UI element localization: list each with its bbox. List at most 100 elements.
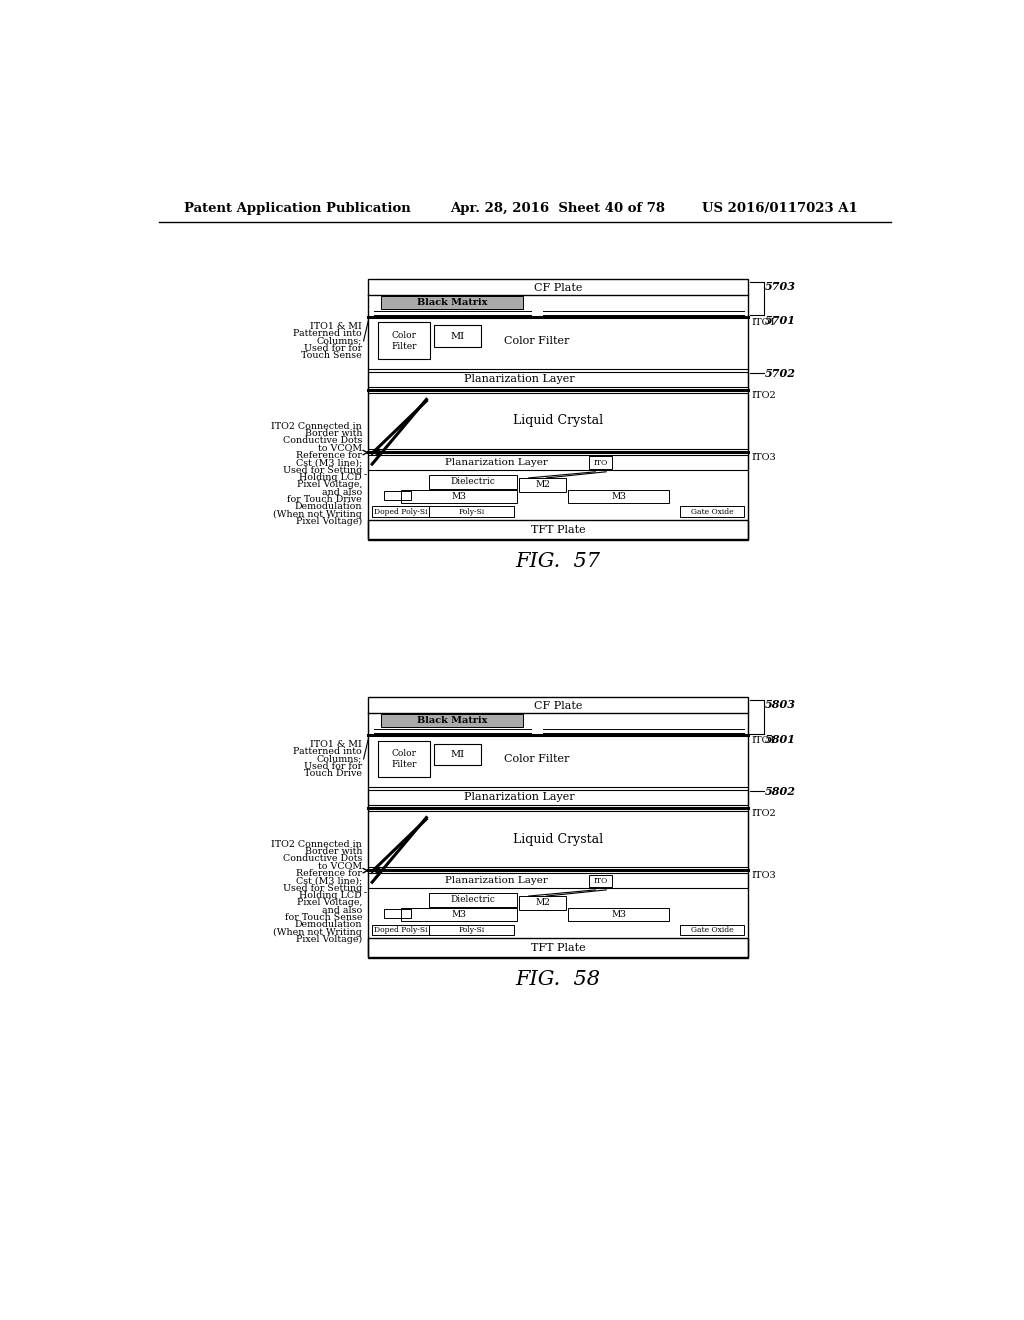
Text: M2: M2 <box>536 899 550 907</box>
Text: ITO2: ITO2 <box>751 391 776 400</box>
Text: ITO3: ITO3 <box>751 453 776 462</box>
Bar <box>400 908 517 921</box>
Text: CF Plate: CF Plate <box>534 701 583 711</box>
Text: FIG.  58: FIG. 58 <box>516 970 601 990</box>
Text: Color Filter: Color Filter <box>504 335 569 346</box>
Text: ITO2 Connected in: ITO2 Connected in <box>271 840 362 849</box>
Text: Cst (M3 line);: Cst (M3 line); <box>296 876 362 886</box>
Text: Demodulation: Demodulation <box>295 920 362 929</box>
Text: Planarization Layer: Planarization Layer <box>464 792 574 803</box>
Text: Used for for: Used for for <box>304 343 362 352</box>
Text: Demodulation: Demodulation <box>295 502 362 511</box>
Text: M2: M2 <box>536 480 550 490</box>
Text: Dielectric: Dielectric <box>451 478 496 486</box>
Bar <box>680 507 744 517</box>
Bar <box>384 909 411 919</box>
Text: Used for for: Used for for <box>304 762 362 771</box>
Bar <box>369 393 748 449</box>
Text: Used for Setting: Used for Setting <box>283 883 362 892</box>
Text: Pixel Voltage,: Pixel Voltage, <box>297 480 362 490</box>
Text: TFT Plate: TFT Plate <box>530 942 586 953</box>
Text: Doped Poly-Si: Doped Poly-Si <box>374 508 427 516</box>
Text: Liquid Crystal: Liquid Crystal <box>513 414 603 428</box>
Text: Pixel Voltage): Pixel Voltage) <box>296 516 362 525</box>
Text: to VCOM: to VCOM <box>317 444 362 453</box>
Bar <box>429 924 514 936</box>
Text: Cst (M3 line);: Cst (M3 line); <box>296 458 362 467</box>
Bar <box>568 490 669 503</box>
Text: Holding LCD: Holding LCD <box>299 891 362 900</box>
Text: TFT Plate: TFT Plate <box>530 524 586 535</box>
Bar <box>429 507 514 517</box>
Text: 5702: 5702 <box>765 368 796 379</box>
Text: MI: MI <box>451 331 465 341</box>
Text: Conductive Dots: Conductive Dots <box>283 854 362 863</box>
Bar <box>369 455 748 470</box>
Text: Gate Oxide: Gate Oxide <box>690 508 733 516</box>
Bar <box>680 924 744 936</box>
Bar <box>400 490 517 503</box>
Text: for Touch Sense: for Touch Sense <box>285 913 362 921</box>
Text: Color
Filter: Color Filter <box>391 331 417 351</box>
Text: Touch Sense: Touch Sense <box>301 351 362 360</box>
Text: for Touch Drive: for Touch Drive <box>288 495 362 504</box>
Bar <box>369 372 748 387</box>
Text: ITO3: ITO3 <box>751 871 776 879</box>
Text: Pixel Voltage,: Pixel Voltage, <box>297 899 362 907</box>
Text: ITO1 & MI: ITO1 & MI <box>310 741 362 748</box>
Text: M3: M3 <box>611 492 626 500</box>
Bar <box>372 507 429 517</box>
Text: Holding LCD: Holding LCD <box>299 473 362 482</box>
Text: Planarization Layer: Planarization Layer <box>464 375 574 384</box>
Bar <box>369 280 748 540</box>
Text: Gate Oxide: Gate Oxide <box>690 925 733 935</box>
Bar <box>568 908 669 921</box>
Bar <box>519 896 566 909</box>
Text: (When not Writing: (When not Writing <box>273 928 362 937</box>
Text: Planarization Layer: Planarization Layer <box>444 458 548 467</box>
Bar <box>369 812 748 867</box>
Text: Patent Application Publication: Patent Application Publication <box>183 202 411 215</box>
Text: 5802: 5802 <box>765 785 796 797</box>
Text: Reference for: Reference for <box>296 451 362 459</box>
Bar <box>434 326 480 347</box>
Text: Black Matrix: Black Matrix <box>417 298 487 306</box>
Bar <box>429 475 517 488</box>
Text: 5703: 5703 <box>765 281 796 292</box>
Bar <box>378 741 430 777</box>
Text: M3: M3 <box>452 492 466 500</box>
Bar <box>519 478 566 492</box>
Bar <box>589 874 612 887</box>
Text: Border with: Border with <box>304 847 362 857</box>
Text: 5801: 5801 <box>765 734 796 744</box>
Text: Patterned into: Patterned into <box>293 747 362 756</box>
Text: ITO1: ITO1 <box>751 737 776 744</box>
Bar <box>429 892 517 907</box>
Text: Columns;: Columns; <box>316 337 362 346</box>
Text: M3: M3 <box>452 909 466 919</box>
Text: CF Plate: CF Plate <box>534 282 583 293</box>
Text: Border with: Border with <box>304 429 362 438</box>
Bar <box>381 296 523 309</box>
Bar <box>369 939 748 957</box>
Text: Conductive Dots: Conductive Dots <box>283 437 362 445</box>
Text: M3: M3 <box>611 909 626 919</box>
Text: 5803: 5803 <box>765 700 796 710</box>
Text: Poly-Si: Poly-Si <box>458 508 484 516</box>
Text: Dielectric: Dielectric <box>451 895 496 904</box>
Text: MI: MI <box>451 750 465 759</box>
Text: ITO: ITO <box>594 876 608 884</box>
Text: Black Matrix: Black Matrix <box>417 715 487 725</box>
Text: ITO2: ITO2 <box>751 809 776 818</box>
Bar <box>384 491 411 500</box>
Bar <box>369 697 748 958</box>
Text: FIG.  57: FIG. 57 <box>516 552 601 572</box>
Text: Color
Filter: Color Filter <box>391 750 417 768</box>
Text: Pixel Voltage): Pixel Voltage) <box>296 935 362 944</box>
Text: Doped Poly-Si: Doped Poly-Si <box>374 925 427 935</box>
Text: Columns;: Columns; <box>316 755 362 763</box>
Bar <box>434 743 480 766</box>
Text: ITO2 Connected in: ITO2 Connected in <box>271 421 362 430</box>
Bar <box>369 789 748 805</box>
Text: Planarization Layer: Planarization Layer <box>444 876 548 886</box>
